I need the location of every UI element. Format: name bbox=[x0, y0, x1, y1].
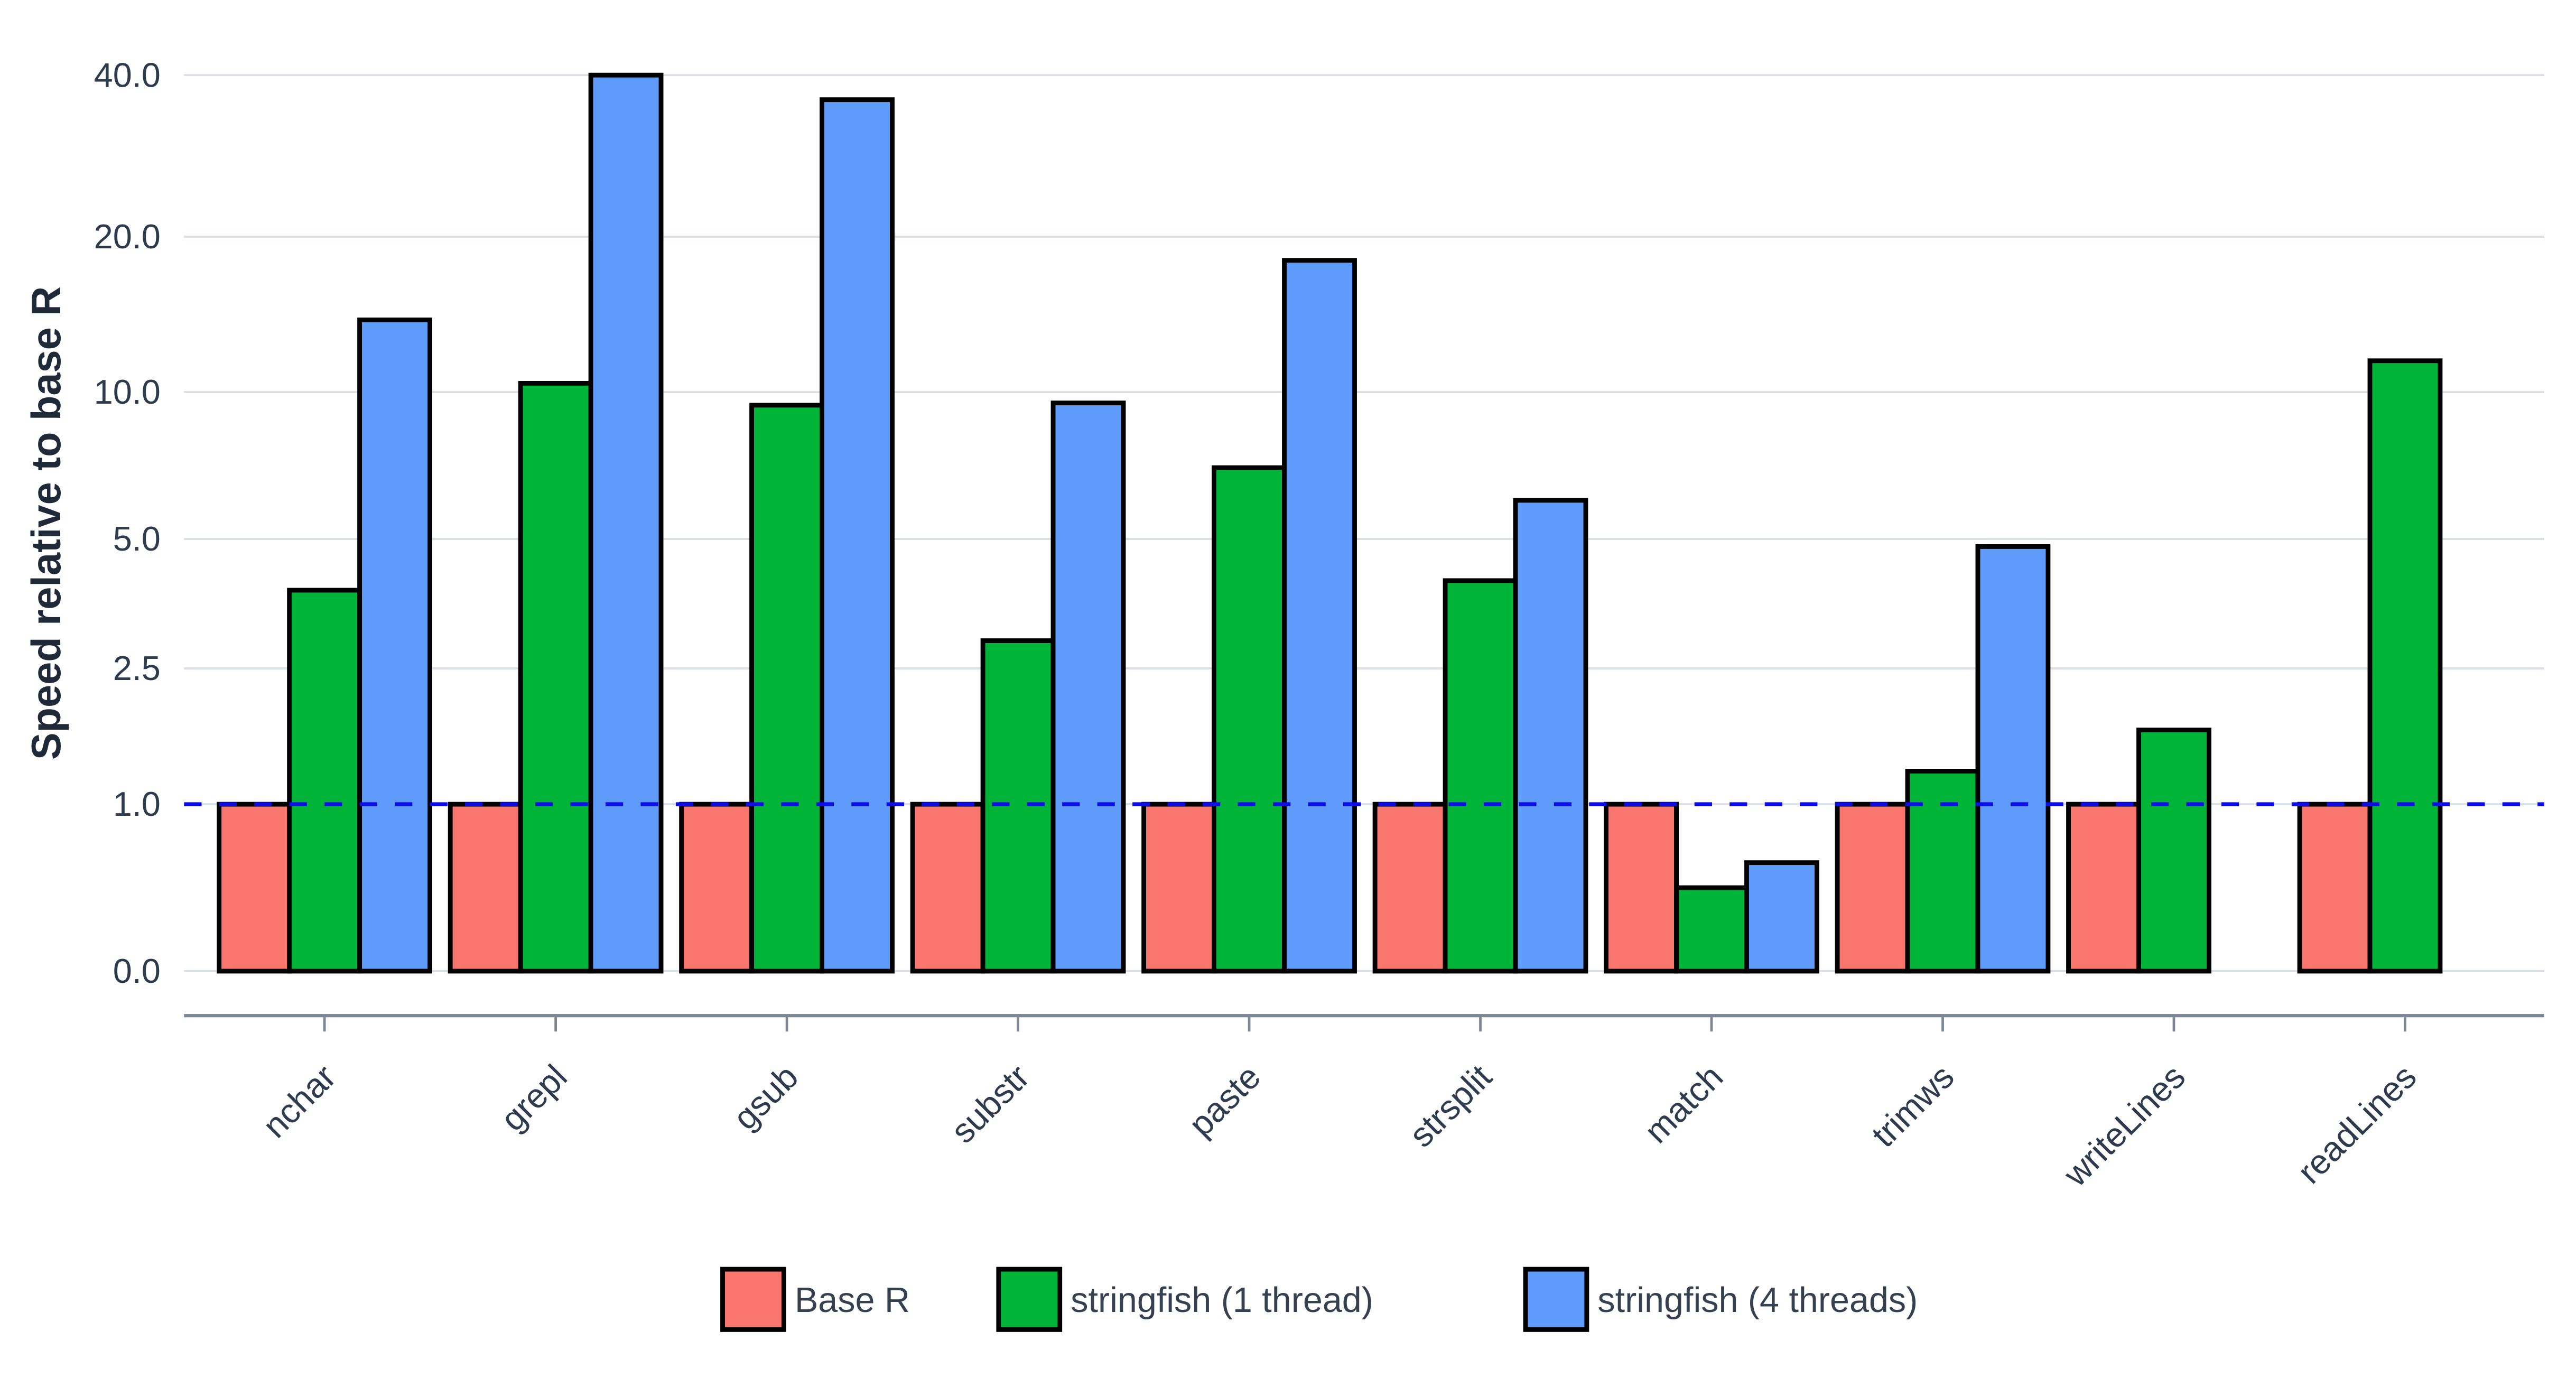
y-axis-tick-labels: 40.0 20.0 10.0 5.0 2.5 1.0 0.0 bbox=[94, 55, 161, 990]
bar-readLines-stringfish-1-thread- bbox=[2367, 358, 2443, 974]
legend-item-2: stringfish (1 thread) bbox=[996, 1267, 1373, 1332]
legend-label-3: stringfish (4 threads) bbox=[1597, 1281, 1918, 1320]
y-tick-label-2.5: 2.5 bbox=[113, 649, 161, 687]
bar-group-writeLines bbox=[2066, 728, 2211, 974]
bar-paste-stringfish-4-threads- bbox=[1282, 258, 1357, 974]
bar-paste-base-r bbox=[1141, 802, 1217, 974]
bar-trimws-stringfish-4-threads- bbox=[1975, 544, 2051, 974]
y-axis-title: Speed relative to base R bbox=[24, 286, 69, 760]
bar-writeLines-stringfish-1-thread- bbox=[2136, 728, 2211, 974]
bar-match-base-r bbox=[1604, 802, 1679, 974]
y-tick-label-10.0: 10.0 bbox=[94, 373, 161, 411]
bar-nchar-base-r bbox=[217, 802, 292, 974]
bar-gsub-stringfish-1-thread- bbox=[749, 403, 824, 974]
y-tick-label-0.0: 0.0 bbox=[113, 952, 161, 990]
x-tick-label-writeLines: writeLines bbox=[2056, 1057, 2192, 1194]
x-tick-label-gsub: gsub bbox=[726, 1057, 805, 1137]
bar-readLines-base-r bbox=[2297, 802, 2373, 974]
bar-trimws-base-r bbox=[1835, 802, 1910, 974]
bar-group-match bbox=[1604, 802, 1819, 974]
bar-gsub-base-r bbox=[679, 802, 755, 974]
x-tick-label-trimws: trimws bbox=[1864, 1057, 1961, 1155]
bar-substr-base-r bbox=[910, 802, 985, 974]
y-tick-label-1.0: 1.0 bbox=[113, 785, 161, 823]
legend-swatch-1 bbox=[720, 1267, 786, 1332]
legend-swatch-3 bbox=[1523, 1267, 1589, 1332]
x-tick-label-grepl: grepl bbox=[493, 1057, 574, 1139]
legend-label-1: Base R bbox=[795, 1281, 910, 1320]
y-tick-label-5.0: 5.0 bbox=[113, 519, 161, 558]
bar-strsplit-stringfish-4-threads- bbox=[1513, 498, 1588, 974]
bar-match-stringfish-4-threads- bbox=[1744, 860, 1819, 974]
bar-group-strsplit bbox=[1372, 498, 1588, 974]
bar-strsplit-base-r bbox=[1372, 802, 1448, 974]
bar-group-grepl bbox=[448, 72, 664, 974]
bar-nchar-stringfish-4-threads- bbox=[357, 317, 432, 974]
x-tick-label-strsplit: strsplit bbox=[1402, 1057, 1499, 1155]
bar-match-stringfish-1-thread- bbox=[1674, 885, 1749, 974]
x-tick-label-nchar: nchar bbox=[255, 1057, 343, 1145]
bar-grepl-stringfish-4-threads- bbox=[588, 72, 664, 974]
x-tick-label-paste: paste bbox=[1181, 1057, 1268, 1144]
legend: Base R stringfish (1 thread) stringfish (4… bbox=[720, 1267, 1918, 1332]
x-tick-label-readLines: readLines bbox=[2290, 1057, 2424, 1191]
legend-label-2: stringfish (1 thread) bbox=[1071, 1281, 1373, 1320]
bar-group-paste bbox=[1141, 258, 1357, 974]
bar-grepl-base-r bbox=[448, 802, 523, 974]
legend-item-1: Base R bbox=[720, 1267, 910, 1332]
bar-trimws-stringfish-1-thread- bbox=[1905, 769, 1980, 974]
legend-swatch-2 bbox=[996, 1267, 1063, 1332]
x-tick-label-substr: substr bbox=[943, 1057, 1037, 1151]
bar-group-substr bbox=[910, 401, 1126, 974]
bar-groups bbox=[217, 72, 2443, 974]
y-tick-label-20.0: 20.0 bbox=[94, 217, 161, 256]
bar-group-trimws bbox=[1835, 544, 2051, 974]
bar-group-nchar bbox=[217, 317, 432, 974]
x-axis: nchar grepl gsub substr paste strsplit match tr… bbox=[184, 1014, 2544, 1194]
bar-grepl-stringfish-1-thread- bbox=[518, 380, 593, 974]
y-tick-label-40.0: 40.0 bbox=[94, 55, 161, 94]
bar-group-readLines bbox=[2297, 358, 2443, 974]
bar-gsub-stringfish-4-threads- bbox=[820, 97, 895, 974]
bar-strsplit-stringfish-1-thread- bbox=[1443, 578, 1518, 974]
x-tick-label-match: match bbox=[1637, 1057, 1731, 1151]
legend-item-3: stringfish (4 threads) bbox=[1523, 1267, 1918, 1332]
bar-writeLines-base-r bbox=[2066, 802, 2141, 974]
bar-group-gsub bbox=[679, 97, 895, 974]
bar-substr-stringfish-4-threads- bbox=[1050, 401, 1126, 974]
bar-nchar-stringfish-1-thread- bbox=[287, 588, 362, 974]
bar-paste-stringfish-1-thread- bbox=[1212, 465, 1287, 974]
